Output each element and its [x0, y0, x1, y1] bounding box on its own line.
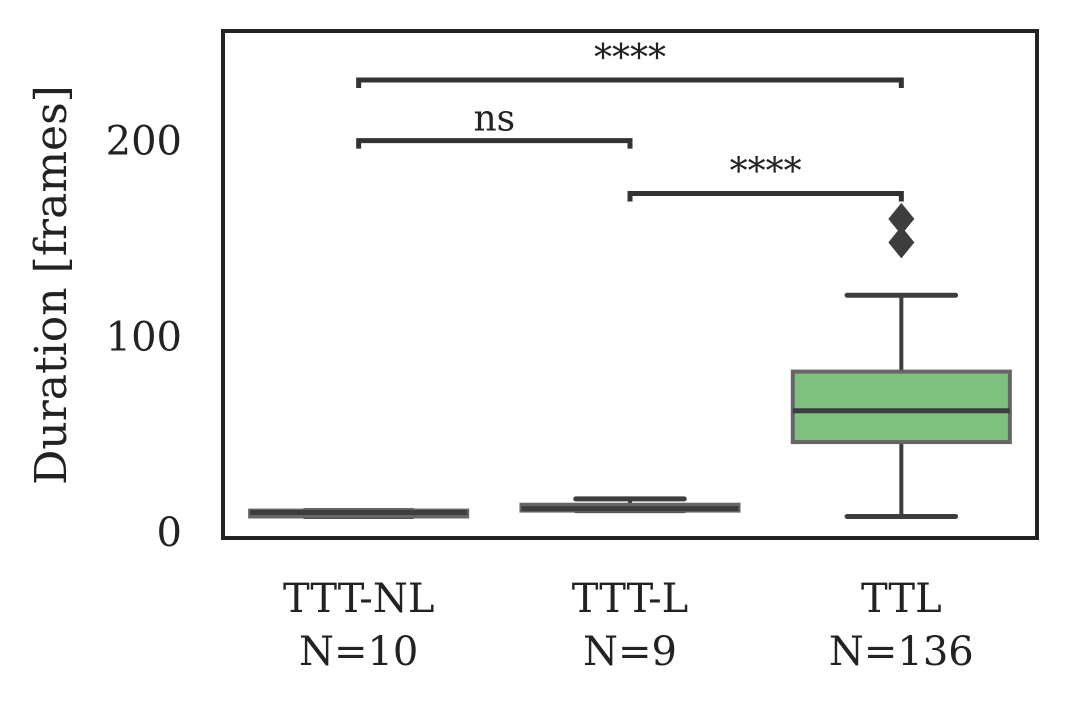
- significance-bracket: [627, 190, 904, 202]
- plot-area: 0 100 200 TTT-NL N=10 TTT-L N=9 TTL N=136 **** ns *…: [106, 29, 1039, 675]
- significance-label: ****: [594, 38, 666, 79]
- significance-label: ns: [473, 99, 515, 140]
- plot-frame: [221, 29, 1039, 540]
- y-tick-label: 100: [106, 314, 182, 360]
- x-tick-label: TTT-NL: [283, 576, 434, 622]
- significance-bracket: [356, 77, 904, 88]
- y-axis-label: Duration [frames]: [26, 85, 77, 485]
- significance-bracket: [356, 138, 633, 149]
- x-tick-label: TTT-L: [572, 576, 688, 622]
- box: [790, 369, 1012, 445]
- y-tick-label: 200: [106, 119, 182, 165]
- y-tick-label: 0: [157, 510, 182, 556]
- x-tick-count: N=136: [829, 629, 974, 675]
- x-tick-label: TTL: [861, 576, 942, 622]
- outlier-point: [888, 226, 915, 259]
- x-tick-count: N=9: [583, 629, 677, 675]
- outlier-point: [888, 202, 915, 235]
- significance-label: ****: [730, 151, 802, 192]
- x-tick-count: N=10: [299, 629, 418, 675]
